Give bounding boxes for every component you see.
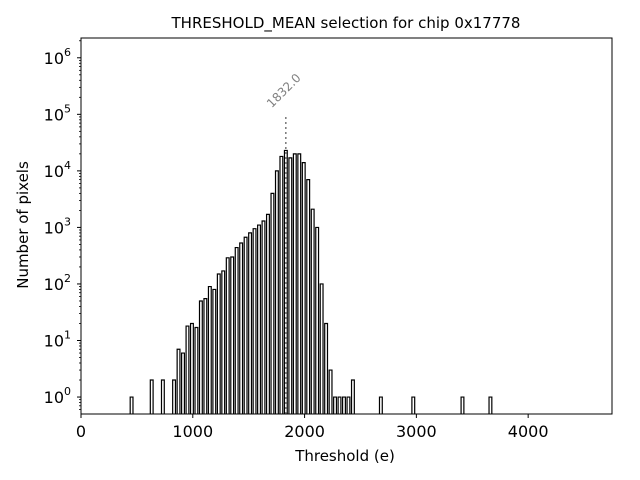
histogram-bin [333,396,338,414]
histogram-bin [203,298,208,414]
y-axis: 100 101 102 103 104 105 106 [44,40,81,410]
histogram-bin [172,379,177,414]
histogram-bin [488,396,493,414]
histogram-bin [234,246,239,414]
x-axis-label: Threshold (e) [294,447,395,465]
histogram-bin [297,153,302,414]
histogram-bin [337,396,342,414]
histogram-bin [324,322,329,414]
histogram-bin [212,288,217,414]
y-tick-label: 103 [44,215,71,237]
histogram-bin [261,220,266,414]
histogram-bin [310,208,315,414]
histogram-bin [306,179,311,414]
histogram-bin [292,153,297,414]
histogram-bin [216,273,221,414]
histogram-bin [230,256,235,414]
x-tick-label: 2000 [284,422,325,441]
histogram-bin [460,396,465,414]
histogram-bin [207,285,212,414]
histogram-bin [243,236,248,414]
histogram-bin [221,270,226,414]
histogram-bin [189,322,194,414]
y-tick-label: 102 [44,272,71,294]
y-axis-label: Number of pixels [14,161,32,289]
histogram-bin [350,379,355,414]
histogram-bin [194,326,199,414]
histogram-bin [283,149,288,414]
histogram-bin [341,396,346,414]
histogram-bin [346,396,351,414]
histogram-bin [328,369,333,414]
axes-frame [80,37,613,415]
histogram-bin [257,224,262,414]
histogram-bin [176,348,181,414]
plot-area: 1832.0 [129,71,493,414]
histogram-bin [160,379,165,414]
x-tick-label: 4000 [508,422,549,441]
y-tick-label: 100 [44,385,71,407]
histogram-bin [252,228,257,414]
x-tick-label: 0 [76,422,86,441]
histogram-bin [225,257,230,414]
histogram-bin [411,396,416,414]
histogram-bin [149,379,154,414]
histogram-bin [129,396,134,414]
chart-title: THRESHOLD_MEAN selection for chip 0x1777… [171,14,521,33]
y-tick-label: 105 [44,102,71,124]
histogram-bin [315,226,320,414]
histogram-bin [185,325,190,414]
histogram-bin [378,396,383,414]
histogram-bin [239,242,244,414]
y-tick-label: 106 [44,46,71,68]
y-tick-label: 104 [44,159,71,181]
histogram-bin [198,300,203,414]
histogram-bin [181,352,186,414]
x-tick-label: 3000 [396,422,437,441]
histogram-bin [248,232,253,414]
histogram-bin [274,170,279,414]
histogram-bin [279,155,284,414]
selection-marker-label: 1832.0 [264,71,304,111]
histogram-bin [270,192,275,414]
histogram-bin [265,213,270,414]
x-tick-label: 1000 [172,422,213,441]
x-axis: 0 1000 2000 3000 4000 [76,414,549,441]
histogram-bin [319,283,324,414]
y-tick-label: 101 [44,328,71,350]
histogram-bin [301,162,306,414]
histogram-bin [288,157,293,414]
